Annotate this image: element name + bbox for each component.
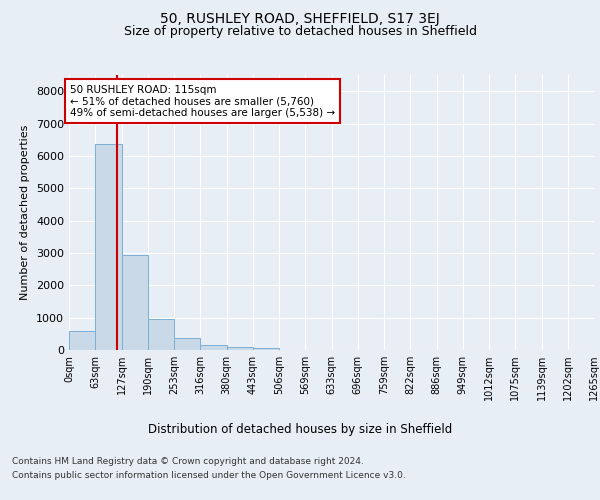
Y-axis label: Number of detached properties: Number of detached properties: [20, 125, 31, 300]
Bar: [253, 348, 279, 350]
Text: Distribution of detached houses by size in Sheffield: Distribution of detached houses by size …: [148, 422, 452, 436]
Bar: [122, 254, 148, 350]
Bar: [148, 318, 174, 350]
Bar: [200, 345, 227, 350]
Bar: [95, 144, 122, 350]
Bar: [69, 331, 95, 350]
Bar: [227, 346, 253, 350]
Text: Size of property relative to detached houses in Sheffield: Size of property relative to detached ho…: [124, 25, 476, 38]
Text: 50 RUSHLEY ROAD: 115sqm
← 51% of detached houses are smaller (5,760)
49% of semi: 50 RUSHLEY ROAD: 115sqm ← 51% of detache…: [70, 84, 335, 118]
Text: 50, RUSHLEY ROAD, SHEFFIELD, S17 3EJ: 50, RUSHLEY ROAD, SHEFFIELD, S17 3EJ: [160, 12, 440, 26]
Text: Contains public sector information licensed under the Open Government Licence v3: Contains public sector information licen…: [12, 471, 406, 480]
Bar: [174, 338, 200, 350]
Text: Contains HM Land Registry data © Crown copyright and database right 2024.: Contains HM Land Registry data © Crown c…: [12, 458, 364, 466]
